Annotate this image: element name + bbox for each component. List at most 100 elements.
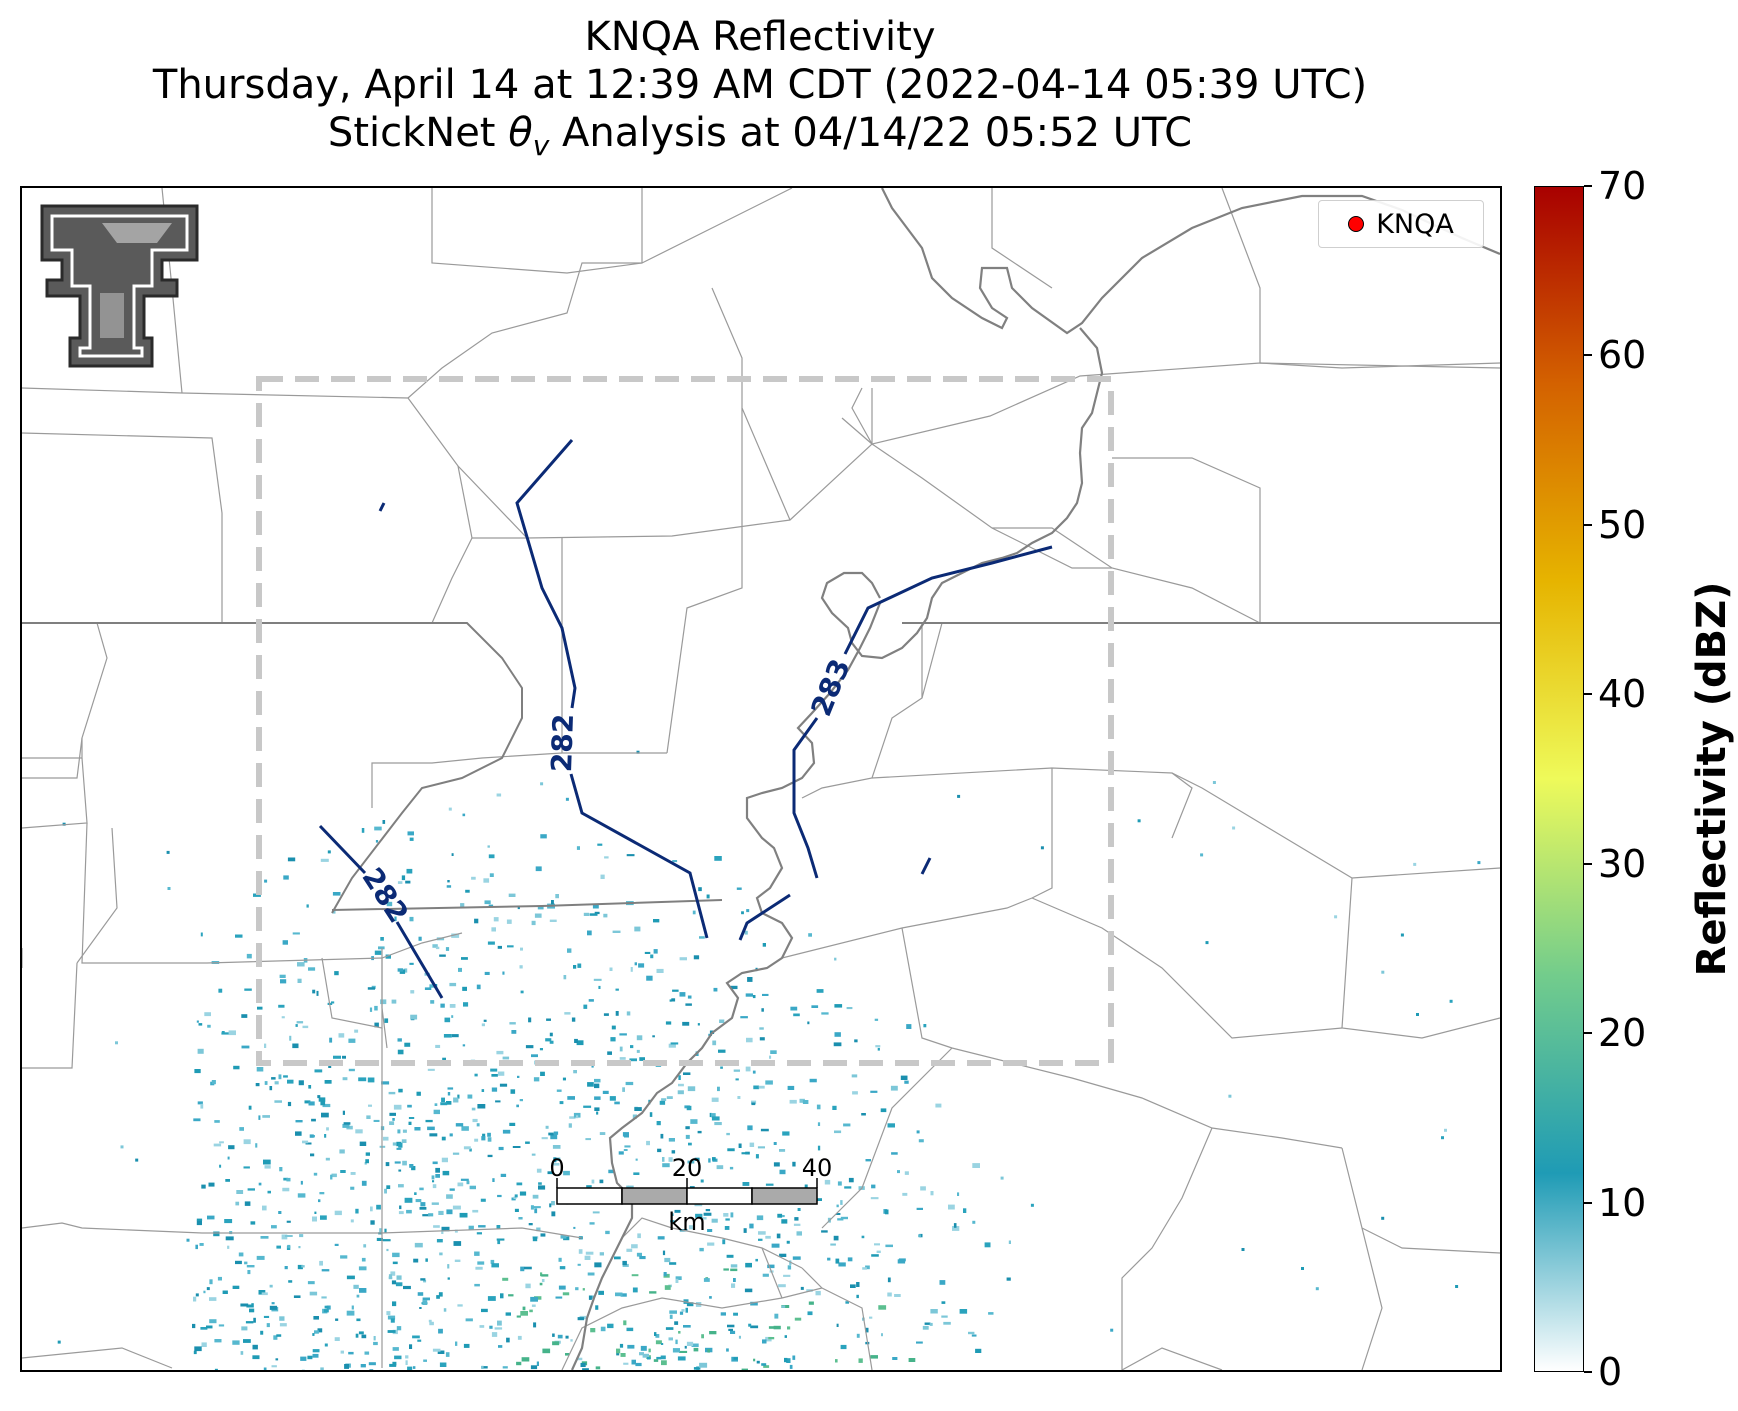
radar-echo <box>750 1325 759 1329</box>
radar-echo <box>770 1050 777 1054</box>
county-border <box>1171 772 1193 839</box>
radar-echo <box>563 975 567 980</box>
radar-echo <box>836 1213 841 1215</box>
radar-echo <box>531 1054 538 1058</box>
radar-echo <box>750 1301 758 1306</box>
radar-echo <box>1444 1128 1447 1132</box>
radar-echo <box>546 1018 551 1021</box>
radar-echo <box>367 987 375 990</box>
radar-echo <box>258 1115 261 1120</box>
radar-echo <box>321 1296 327 1299</box>
radar-echo <box>403 1285 411 1290</box>
radar-echo <box>594 1096 601 1100</box>
radar-echo <box>843 1123 851 1127</box>
radar-echo <box>245 1321 254 1324</box>
radar-echo <box>317 1328 323 1333</box>
radar-echo <box>605 1230 610 1235</box>
radar-echo <box>816 1104 821 1110</box>
radar-echo <box>815 1290 821 1296</box>
radar-echo <box>573 1070 577 1074</box>
county-border <box>22 622 108 759</box>
radar-echo <box>496 1050 504 1055</box>
radar-echo <box>235 1201 240 1206</box>
radar-echo <box>406 1209 412 1214</box>
radar-echo <box>636 1252 642 1257</box>
radar-echo <box>555 894 559 899</box>
radar-echo <box>865 1159 871 1162</box>
radar-echo <box>444 1017 451 1023</box>
radar-echo <box>567 948 572 953</box>
radar-echo <box>406 868 413 874</box>
radar-echo <box>528 1017 532 1023</box>
radar-echo <box>751 1102 756 1106</box>
radar-echo <box>664 1257 671 1263</box>
radar-echo <box>326 1127 329 1131</box>
radar-echo <box>922 1325 929 1330</box>
radar-echo <box>419 1207 427 1210</box>
radar-echo <box>545 1125 549 1129</box>
radar-echo <box>209 1319 217 1324</box>
radar-echo <box>902 1192 908 1196</box>
radar-echo <box>430 1000 435 1004</box>
radar-echo <box>384 1228 387 1234</box>
radar-echo <box>837 1218 844 1221</box>
radar-echo <box>941 1301 946 1304</box>
radar-echo <box>232 1285 240 1289</box>
radar-echo <box>632 1287 638 1293</box>
radar-echo <box>674 1321 679 1325</box>
radar-echo <box>500 1173 507 1177</box>
radar-echo <box>782 1215 785 1218</box>
radar-echo <box>733 1278 736 1282</box>
radar-echo <box>429 1133 438 1137</box>
scale-bar-segment <box>686 1187 753 1205</box>
radar-echo <box>626 854 635 857</box>
map-panel[interactable]: 282 282 283 0 20 40 km KNQA <box>20 186 1502 1372</box>
radar-echo <box>309 1134 314 1138</box>
radar-echo <box>871 1254 879 1257</box>
radar-echo <box>838 1262 846 1267</box>
radar-echo <box>446 885 452 888</box>
radar-echo <box>794 1217 799 1221</box>
radar-echo <box>534 1208 538 1214</box>
radar-echo <box>529 1309 533 1313</box>
radar-echo <box>850 1284 856 1288</box>
radar-echo <box>714 1122 722 1126</box>
radar-echo <box>634 926 641 932</box>
radar-echo <box>534 913 542 918</box>
radar-echo <box>292 1043 299 1049</box>
radar-echo <box>446 1101 452 1105</box>
radar-echo <box>870 1197 879 1200</box>
radar-echo <box>193 1296 197 1302</box>
radar-echo <box>355 1129 363 1134</box>
radar-echo <box>297 962 305 967</box>
county-border <box>641 188 793 264</box>
radar-echo <box>266 1323 270 1328</box>
radar-echo <box>497 945 502 949</box>
radar-echo <box>646 1140 650 1146</box>
radar-echo <box>533 1322 537 1328</box>
radar-echo <box>509 1122 516 1126</box>
radar-echo <box>716 1165 724 1170</box>
radar-echo <box>524 1266 532 1270</box>
radar-echo <box>248 1105 252 1110</box>
radar-echo <box>468 1225 474 1230</box>
radar-echo <box>562 1077 566 1081</box>
radar-echo <box>115 1041 118 1045</box>
radar-echo <box>887 1277 891 1283</box>
radar-echo <box>602 1090 609 1094</box>
radar-echo <box>744 1288 753 1293</box>
radar-echo <box>198 1023 203 1026</box>
radar-echo <box>844 1186 852 1189</box>
radar-echo <box>331 1173 337 1178</box>
radar-echo <box>487 1296 496 1301</box>
radar-echo <box>496 1238 505 1241</box>
radar-echo <box>589 913 598 916</box>
radar-echo <box>438 1292 443 1297</box>
radar-echo <box>662 1163 670 1168</box>
radar-echo <box>282 1187 290 1192</box>
radar-echo <box>509 1022 516 1025</box>
radar-echo <box>273 1335 278 1340</box>
radar-echo <box>197 1048 204 1054</box>
map-canvas[interactable]: 282 282 283 0 20 40 km <box>22 188 1500 1370</box>
legend-label: KNQA <box>1376 208 1454 240</box>
